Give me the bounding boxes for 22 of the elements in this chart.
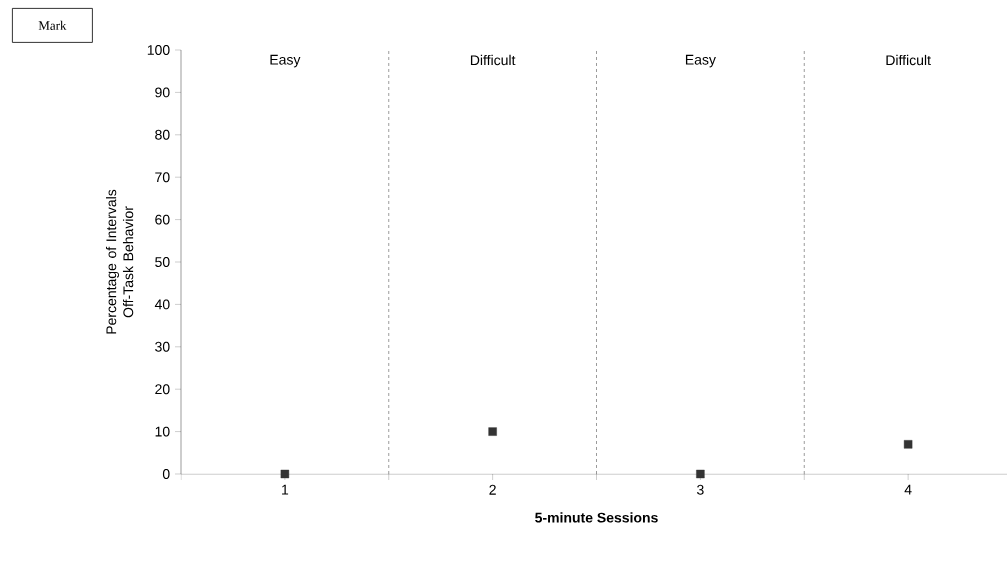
- y-tick-label: 30: [155, 341, 170, 352]
- x-tick-label: 4: [904, 484, 912, 495]
- y-tick-label: 100: [147, 45, 170, 55]
- y-axis-title: Percentage of Intervals Off-Task Behavior: [105, 189, 134, 334]
- y-tick-label: 70: [155, 172, 170, 183]
- y-tick-label: 10: [155, 426, 170, 437]
- text: Mark: [38, 20, 67, 30]
- y-tick-label: 50: [155, 257, 170, 267]
- annotation: Difficult: [886, 54, 931, 66]
- x-axis-title: 5-minute Sessions: [535, 512, 658, 523]
- annotation: Easy: [270, 54, 301, 68]
- y-tick-label: 0: [162, 469, 170, 479]
- annotation: Difficult: [470, 54, 516, 66]
- annotation: Easy: [685, 54, 716, 68]
- y-tick-label: 80: [155, 129, 170, 140]
- x-tick-label: 2: [489, 484, 496, 495]
- y-tick-label: 90: [155, 87, 170, 98]
- y-tick-label: 40: [154, 299, 170, 310]
- y-tick-label: 60: [155, 214, 170, 225]
- x-tick-label: 3: [697, 484, 704, 495]
- y-tick-label: 20: [155, 384, 170, 395]
- x-tick-label: 1: [282, 484, 289, 495]
